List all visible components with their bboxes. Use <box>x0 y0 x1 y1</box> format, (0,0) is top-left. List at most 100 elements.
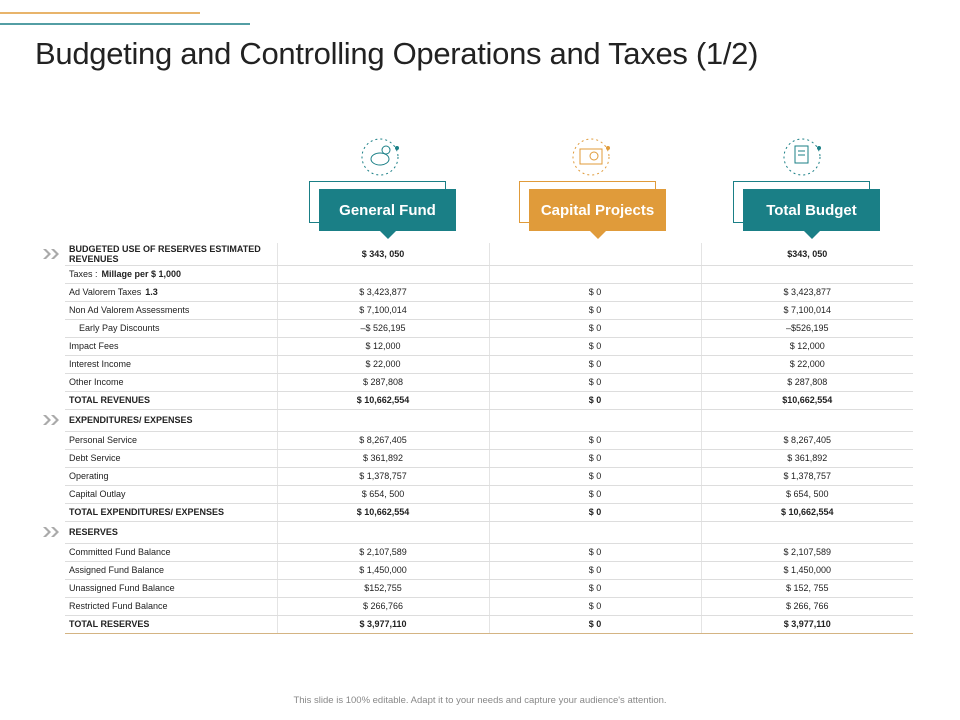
row-label: Restricted Fund Balance <box>69 601 168 611</box>
value: $ 287,808 <box>362 377 404 387</box>
table-row: Assigned Fund Balance $ 1,450,000 $ 0 $ 1,4… <box>65 561 913 580</box>
row-label: Other Income <box>69 377 124 387</box>
row-label: Taxes : <box>69 269 98 279</box>
value-cell: $ 0 <box>488 431 701 450</box>
value: –$ 526,195 <box>360 323 406 333</box>
row-label-cell: RESERVES <box>43 521 277 544</box>
value: $ 7,100,014 <box>359 305 407 315</box>
icon-general <box>361 138 399 176</box>
table-row: Unassigned Fund Balance $152,755 $ 0 $ 152,… <box>65 579 913 598</box>
row-label-cell: Debt Service <box>65 449 277 468</box>
table-row: Impact Fees $ 12,000 $ 0 $ 12,000 <box>65 337 913 356</box>
value: $ 266, 766 <box>785 601 829 611</box>
value-cell <box>276 265 489 284</box>
value: $ 654, 500 <box>785 489 829 499</box>
table-row: Operating $ 1,378,757 $ 0 $ 1,378,757 <box>65 467 913 486</box>
row-label: Committed Fund Balance <box>69 547 171 557</box>
value-cell: $ 12,000 <box>700 337 913 356</box>
table-row: Ad Valorem Taxes 1.3 $ 3,423,877 $ 0 $ 3,423… <box>65 283 913 302</box>
row-label: Capital Outlay <box>69 489 126 499</box>
value-cell: $ 3,977,110 <box>276 615 489 634</box>
value-cell: $ 0 <box>488 579 701 598</box>
value: $ 2,107,589 <box>783 547 832 557</box>
row-label-cell: Impact Fees <box>65 337 277 356</box>
value-cell: $ 654, 500 <box>700 485 913 504</box>
value-cell: $152,755 <box>276 579 489 598</box>
row-label-cell: TOTAL RESERVES <box>65 615 277 634</box>
value-cell: $ 0 <box>488 485 701 504</box>
value: $ 8,267,405 <box>783 435 832 445</box>
value: $ 287,808 <box>787 377 828 387</box>
value: $ 0 <box>588 507 602 517</box>
value-cell: $ 10,662,554 <box>276 503 489 522</box>
icon-capital <box>572 138 610 176</box>
value: $ 343, 050 <box>361 248 405 259</box>
value-cell: $ 266, 766 <box>700 597 913 616</box>
value-cell: $ 7,100,014 <box>700 301 913 320</box>
value-cell: $ 0 <box>488 355 701 374</box>
value: $ 0 <box>588 583 602 593</box>
table-row: Restricted Fund Balance $ 266,766 $ 0 $ 266… <box>65 597 913 616</box>
value: $ 0 <box>588 341 602 351</box>
value-cell: $ 10,662,554 <box>276 391 489 410</box>
row-label: Operating <box>69 471 109 481</box>
value-cell: $ 1,378,757 <box>700 467 913 486</box>
value-cell: $ 2,107,589 <box>700 543 913 562</box>
value-cell: $ 0 <box>488 319 701 338</box>
value-cell: $ 0 <box>488 467 701 486</box>
value: $ 0 <box>588 359 602 369</box>
row-label: Interest Income <box>69 359 132 369</box>
table-row: Other Income $ 287,808 $ 0 $ 287,808 <box>65 373 913 392</box>
value-cell: $ 8,267,405 <box>700 431 913 450</box>
value-cell: $ 0 <box>488 543 701 562</box>
row-label-note: 1.3 <box>145 287 158 297</box>
row-label-cell: Other Income <box>65 373 277 392</box>
row-label-cell: Taxes : Millage per $ 1,000 <box>65 265 277 284</box>
value-cell: $ 0 <box>488 283 701 302</box>
value: $ 0 <box>588 287 602 297</box>
value: $ 361,892 <box>787 453 828 463</box>
value-cell: $ 361,892 <box>700 449 913 468</box>
value: $ 3,977,110 <box>359 619 407 629</box>
value: $ 22,000 <box>789 359 825 369</box>
value-cell: $ 3,977,110 <box>700 615 913 634</box>
value: $343, 050 <box>787 248 828 259</box>
column-header: General Fund <box>319 189 456 239</box>
table-row: TOTAL REVENUES $ 10,662,554 $ 0 $10,662,554 <box>65 391 913 410</box>
value: $ 0 <box>588 453 602 463</box>
row-label-cell: TOTAL REVENUES <box>65 391 277 410</box>
section-arrow <box>43 248 59 259</box>
value: $ 266,766 <box>362 601 404 611</box>
value-cell: $ 22,000 <box>276 355 489 374</box>
value: $ 12,000 <box>789 341 825 351</box>
value-cell: $ 287,808 <box>700 373 913 392</box>
section-arrow <box>43 527 59 537</box>
value-cell <box>276 521 489 544</box>
value: $ 0 <box>588 565 602 575</box>
value-cell: $ 0 <box>488 503 701 522</box>
row-label-cell: Restricted Fund Balance <box>65 597 277 616</box>
budget-table: BUDGETED USE OF RESERVES ESTIMATED REVEN… <box>43 243 913 634</box>
value-cell <box>488 521 701 544</box>
column-header-text: Total Budget <box>766 201 857 219</box>
row-label: TOTAL EXPENDITURES/ EXPENSES <box>69 507 225 517</box>
value: $ 8,267,405 <box>359 435 407 445</box>
row-label: EXPENDITURES/ EXPENSES <box>69 415 193 425</box>
footer: This slide is 100% editable. Adapt it to… <box>293 695 667 706</box>
row-label: BUDGETED USE OF RESERVES ESTIMATED REVEN… <box>69 243 261 264</box>
table-row: RESERVES <box>43 521 913 544</box>
value: $ 1,378,757 <box>359 471 407 481</box>
row-label: Impact Fees <box>69 341 119 351</box>
value: $ 361,892 <box>362 453 404 463</box>
table-row: Committed Fund Balance $ 2,107,589 $ 0 $ 2,… <box>65 543 913 562</box>
value: $ 3,423,877 <box>359 287 407 297</box>
value-cell <box>700 521 913 544</box>
value: $ 7,100,014 <box>783 305 832 315</box>
row-label-cell: EXPENDITURES/ EXPENSES <box>43 409 277 432</box>
value: $ 22,000 <box>365 359 401 369</box>
value-cell: $ 361,892 <box>276 449 489 468</box>
column-header-text: General Fund <box>339 201 436 219</box>
table-row: TOTAL EXPENDITURES/ EXPENSES $ 10,662,554… <box>65 503 913 522</box>
value-cell: $ 0 <box>488 391 701 410</box>
